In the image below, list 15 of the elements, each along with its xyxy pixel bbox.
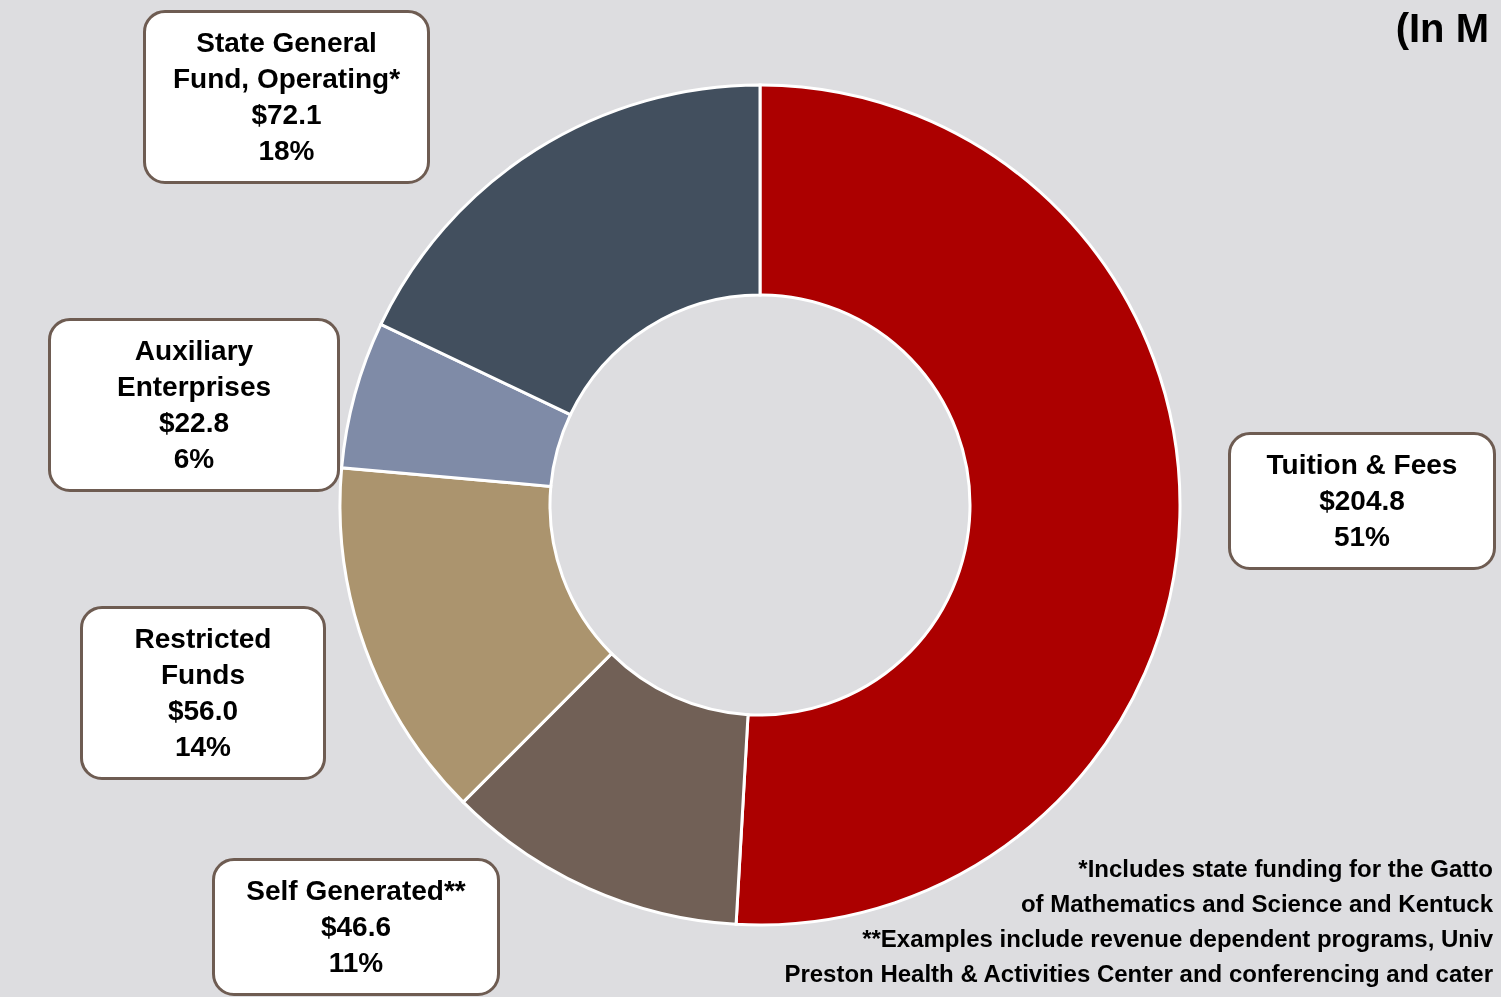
text: Preston Health & Activities Center and conferencing and cater [784, 959, 1493, 989]
data-label: $72.1 18% [250, 98, 323, 168]
data-label: $46.6 11% [319, 910, 393, 980]
slice-label: State General Fund, Operating* [171, 26, 402, 96]
slice-label: Tuition & Fees [1265, 448, 1459, 482]
slice-label: Restricted Funds [133, 622, 273, 692]
slice-label: Self Generated** [245, 874, 467, 908]
text: *Includes state funding for the Gatto [1077, 854, 1493, 884]
text: **Examples include revenue dependent programs, Univ [861, 924, 1493, 954]
data-label: $204.8 51% [1318, 484, 1406, 554]
text: of Mathematics and Science and Kentuck [1019, 889, 1493, 919]
data-label: $56.0 14% [166, 694, 240, 764]
chart-title: (In M [1395, 6, 1489, 51]
slice-label: Auxiliary Enterprises [115, 334, 273, 404]
data-label: $22.8 6% [157, 406, 231, 476]
